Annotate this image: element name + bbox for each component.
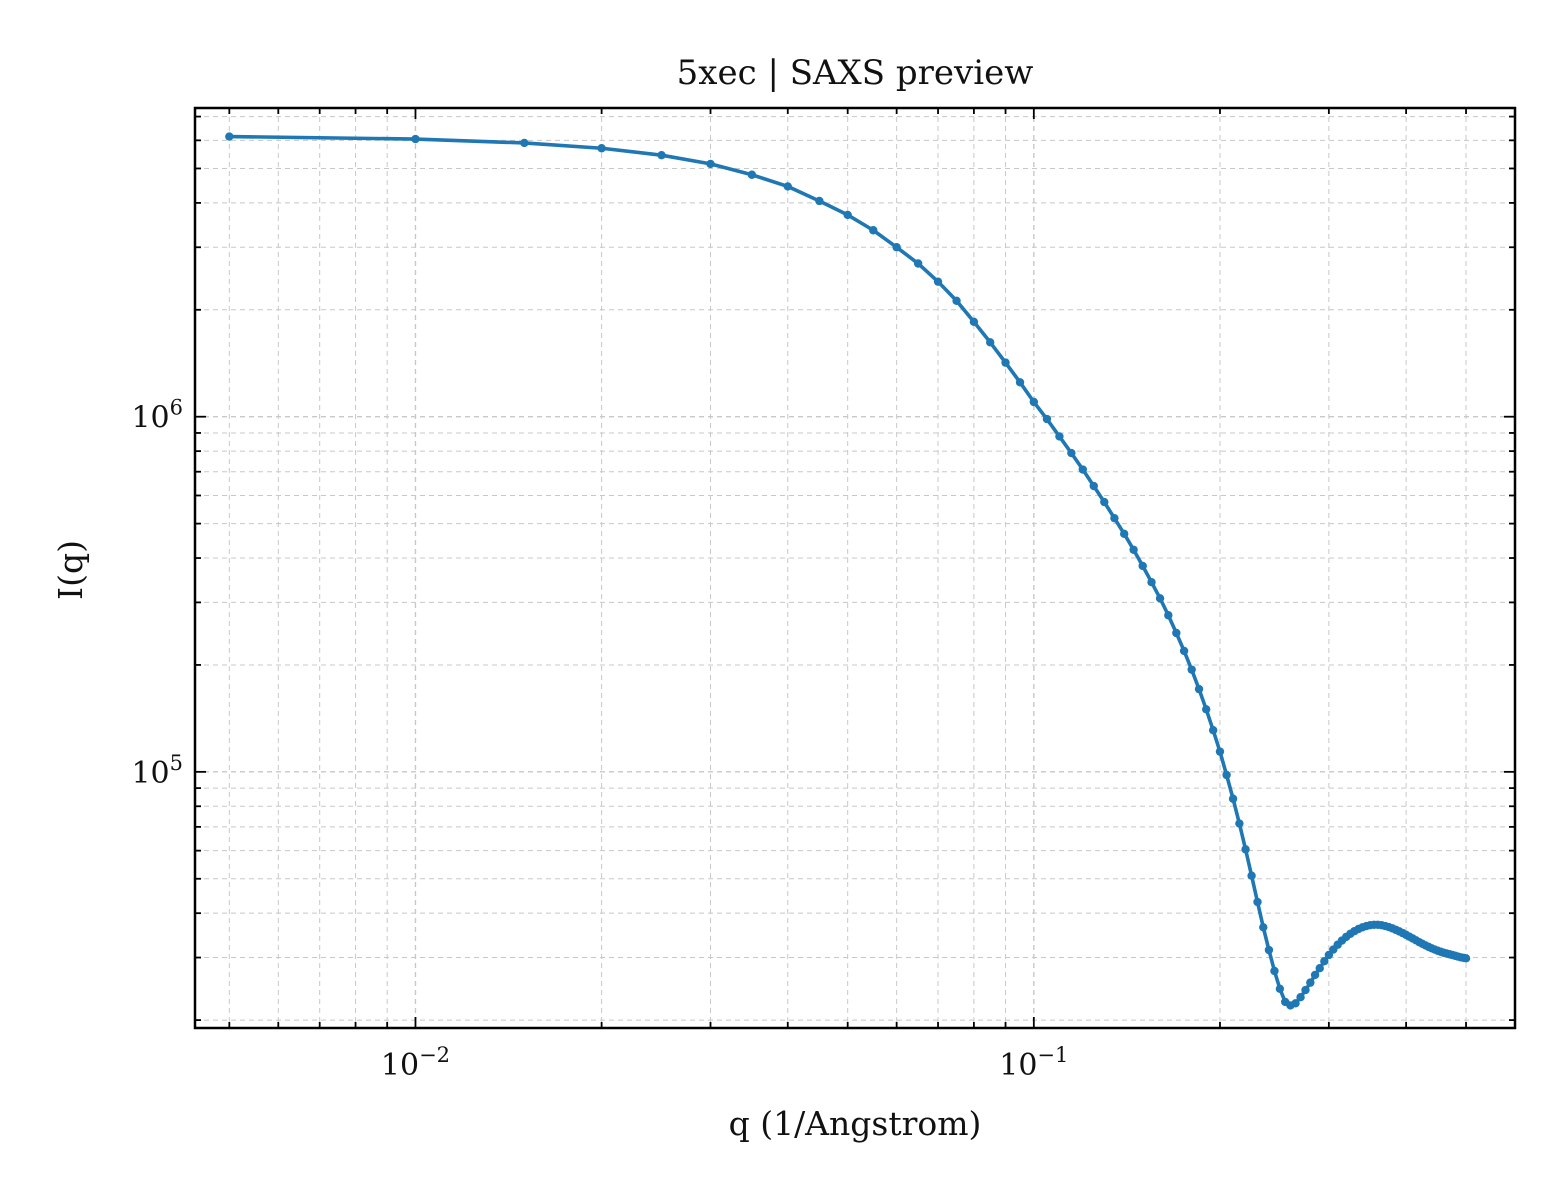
data-point bbox=[1228, 794, 1238, 803]
y-tick-label-base: 10 bbox=[131, 756, 169, 791]
data-point bbox=[1270, 966, 1279, 976]
x-tick-label-base: 10 bbox=[381, 1048, 419, 1083]
data-point bbox=[1301, 985, 1310, 995]
data-point bbox=[892, 243, 901, 252]
data-point bbox=[1067, 448, 1076, 458]
data-point bbox=[1110, 513, 1119, 523]
data-point bbox=[1320, 956, 1329, 966]
data-point bbox=[1461, 954, 1471, 963]
data-point bbox=[1078, 465, 1087, 474]
data-point bbox=[1202, 705, 1211, 714]
data-point bbox=[1100, 497, 1109, 507]
data-point bbox=[985, 338, 995, 347]
data-point bbox=[1275, 984, 1285, 993]
data-point bbox=[1029, 397, 1039, 407]
data-point bbox=[1172, 628, 1181, 638]
y-tick-label-base: 10 bbox=[131, 401, 169, 436]
x-tick-label-exponent: −2 bbox=[419, 1043, 450, 1067]
y-tick-label-exponent: 5 bbox=[170, 751, 183, 775]
data-point bbox=[1215, 747, 1225, 756]
data-point bbox=[869, 226, 878, 235]
data-point bbox=[1259, 923, 1268, 932]
x-tick-label: 10−2 bbox=[381, 1043, 450, 1083]
data-point bbox=[597, 144, 606, 153]
data-point bbox=[1179, 646, 1189, 656]
data-point bbox=[1138, 561, 1147, 571]
data-point bbox=[1235, 819, 1244, 828]
data-point bbox=[952, 296, 961, 306]
data-point bbox=[913, 259, 923, 268]
axes-frame bbox=[193, 106, 1517, 1030]
data-point bbox=[1264, 945, 1274, 955]
data-point bbox=[1055, 432, 1064, 441]
data-point bbox=[1042, 414, 1052, 424]
y-tick-label: 106 bbox=[131, 396, 183, 436]
data-point bbox=[1291, 999, 1300, 1008]
x-axis-label: q (1/Angstrom) bbox=[729, 1104, 982, 1143]
axis-ticks bbox=[195, 108, 1516, 1028]
data-point bbox=[1241, 845, 1250, 854]
grid-major bbox=[195, 108, 1515, 1028]
data-point bbox=[1147, 577, 1156, 587]
data-point bbox=[1164, 611, 1173, 620]
x-tick-label: 10−1 bbox=[999, 1043, 1068, 1083]
y-axis-label: I(q) bbox=[51, 540, 90, 600]
data-point bbox=[933, 277, 943, 286]
data-point bbox=[747, 170, 757, 179]
data-point bbox=[1296, 993, 1305, 1002]
data-point bbox=[843, 210, 852, 220]
data-point bbox=[1015, 378, 1025, 387]
data-point bbox=[1187, 665, 1196, 674]
data-point bbox=[1001, 358, 1010, 367]
data-point bbox=[1315, 963, 1324, 973]
y-tick-label: 105 bbox=[131, 751, 183, 791]
data-point bbox=[1208, 726, 1218, 735]
x-tick-label-exponent: −1 bbox=[1037, 1043, 1068, 1067]
data-point bbox=[783, 182, 792, 191]
data-point bbox=[1247, 871, 1256, 880]
plot-series bbox=[225, 132, 1471, 1010]
data-point bbox=[1310, 970, 1320, 980]
data-point bbox=[411, 134, 420, 144]
data-point bbox=[815, 196, 824, 206]
x-tick-label-base: 10 bbox=[999, 1048, 1037, 1083]
data-point bbox=[225, 132, 234, 141]
data-point bbox=[1155, 594, 1165, 603]
grid-minor bbox=[195, 108, 1516, 1028]
data-point bbox=[1089, 481, 1098, 491]
data-point bbox=[1119, 529, 1129, 539]
data-point bbox=[1194, 684, 1204, 694]
data-point bbox=[706, 159, 715, 169]
data-point bbox=[657, 150, 666, 160]
data-point bbox=[520, 138, 529, 148]
data-point bbox=[1253, 897, 1262, 907]
data-point bbox=[1222, 770, 1231, 780]
data-point bbox=[969, 317, 979, 327]
y-tick-label-exponent: 6 bbox=[170, 396, 183, 420]
data-point bbox=[1129, 545, 1138, 554]
data-point bbox=[1306, 978, 1315, 987]
chart-title: 5xec | SAXS preview bbox=[677, 53, 1034, 93]
